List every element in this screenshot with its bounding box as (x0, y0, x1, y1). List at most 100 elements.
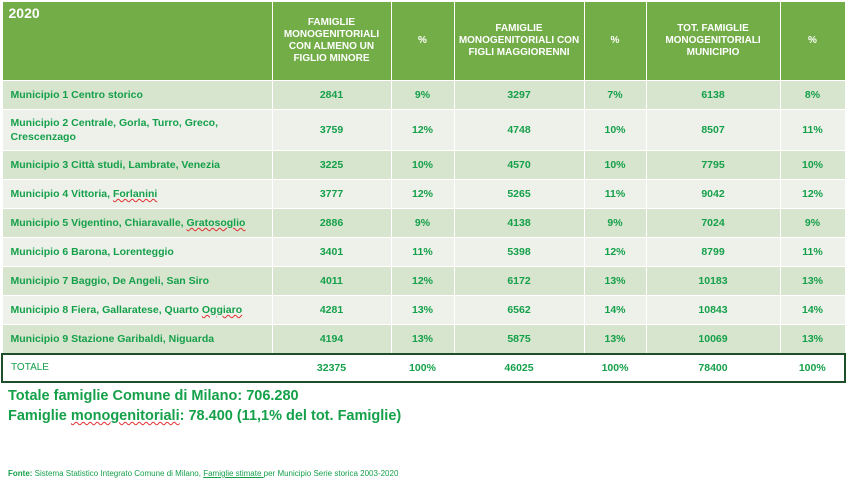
cell-totale: 10183 (645, 266, 781, 296)
cell-maggiorenni: 5875 (453, 324, 585, 355)
cell-pct-maggiorenni: 12% (583, 237, 647, 267)
total-minori: 32375 (271, 353, 392, 383)
cell-totale: 10843 (645, 295, 781, 325)
cell-minori: 3225 (271, 150, 392, 180)
municipi-table: 2020 FAMIGLIE MONOGENITORIALI CON ALMENO… (1, 1, 846, 383)
cell-minori: 3759 (271, 109, 392, 151)
cell-pct-totale: 9% (779, 208, 846, 238)
cell-minori: 3777 (271, 179, 392, 209)
header-pct-totale: % (779, 1, 846, 81)
source-text-end: per Municipio Serie storica 2003-2020 (263, 469, 399, 478)
source-link[interactable]: Famiglie stimate (203, 469, 264, 478)
cell-minori: 4011 (271, 266, 392, 296)
cell-maggiorenni: 5265 (453, 179, 585, 209)
cell-pct-maggiorenni: 10% (583, 150, 647, 180)
total-pct-totale: 100% (779, 353, 846, 383)
cell-totale: 7795 (645, 150, 781, 180)
table-row: Municipio 2 Centrale, Gorla, Turro, Grec… (1, 109, 846, 151)
municipio-name: Municipio 3 Città studi, Lambrate, Venez… (1, 150, 273, 180)
municipio-name: Municipio 8 Fiera, Gallaratese, Quarto O… (1, 295, 273, 325)
table-row: Municipio 4 Vittoria, Forlanini 3777 12%… (1, 179, 846, 209)
municipio-name-text: Municipio 5 Vigentino, Chiaravalle, (10, 217, 187, 229)
source-text: Sistema Statistico Integrato Comune di M… (32, 469, 204, 478)
header-pct-minori: % (390, 1, 455, 81)
cell-totale: 8507 (645, 109, 781, 151)
spellcheck-word: Oggiaro (201, 304, 243, 316)
total-row: TOTALE 32375 100% 46025 100% 78400 100% (1, 353, 846, 383)
cell-maggiorenni: 3297 (453, 80, 585, 110)
cell-maggiorenni: 4138 (453, 208, 585, 238)
cell-minori: 4194 (271, 324, 392, 355)
municipio-name: Municipio 6 Barona, Lorenteggio (1, 237, 273, 267)
cell-pct-minori: 13% (390, 295, 455, 325)
cell-pct-minori: 11% (390, 237, 455, 267)
cell-minori: 2886 (271, 208, 392, 238)
summary-block: Totale famiglie Comune di Milano: 706.28… (8, 386, 401, 426)
source-label: Fonte: (8, 469, 33, 478)
cell-maggiorenni: 4748 (453, 109, 585, 151)
cell-pct-totale: 13% (779, 324, 846, 355)
cell-minori: 3401 (271, 237, 392, 267)
municipio-name: Municipio 7 Baggio, De Angeli, San Siro (1, 266, 273, 296)
table-row: Municipio 1 Centro storico 2841 9% 3297 … (1, 80, 846, 110)
cell-minori: 4281 (271, 295, 392, 325)
cell-pct-maggiorenni: 10% (583, 109, 647, 151)
cell-pct-totale: 8% (779, 80, 846, 110)
cell-pct-maggiorenni: 13% (583, 324, 647, 355)
cell-totale: 10069 (645, 324, 781, 355)
header-row: 2020 FAMIGLIE MONOGENITORIALI CON ALMENO… (1, 1, 846, 81)
cell-pct-totale: 12% (779, 179, 846, 209)
municipio-name: Municipio 5 Vigentino, Chiaravalle, Grat… (1, 208, 273, 238)
summary-total-families: Totale famiglie Comune di Milano: 706.28… (8, 388, 299, 404)
cell-pct-minori: 9% (390, 208, 455, 238)
cell-pct-minori: 12% (390, 266, 455, 296)
summary-suffix: : 78.400 (11,1% del tot. Famiglie) (179, 408, 402, 424)
municipio-name: Municipio 1 Centro storico (1, 80, 273, 110)
cell-pct-maggiorenni: 7% (583, 80, 647, 110)
cell-totale: 6138 (645, 80, 781, 110)
cell-pct-totale: 11% (779, 109, 846, 151)
year-header: 2020 (1, 1, 273, 81)
summary-single-parent: Famiglie monogenitoriali: 78.400 (11,1% … (8, 406, 401, 426)
cell-pct-minori: 13% (390, 324, 455, 355)
header-pct-maggiorenni: % (583, 1, 647, 81)
cell-pct-maggiorenni: 14% (583, 295, 647, 325)
spellcheck-word: Gratosoglio (186, 217, 246, 229)
cell-totale: 8799 (645, 237, 781, 267)
table-row: Municipio 9 Stazione Garibaldi, Niguarda… (1, 324, 846, 355)
table-row: Municipio 6 Barona, Lorenteggio 3401 11%… (1, 237, 846, 267)
spellcheck-word: Forlanini (112, 188, 158, 200)
summary-prefix: Famiglie (8, 408, 71, 424)
cell-maggiorenni: 5398 (453, 237, 585, 267)
cell-pct-maggiorenni: 11% (583, 179, 647, 209)
municipio-name-text: Municipio 4 Vittoria, (10, 188, 113, 200)
total-label: TOTALE (1, 353, 273, 383)
header-minori: FAMIGLIE MONOGENITORIALI CON ALMENO UN F… (271, 1, 392, 81)
cell-pct-totale: 11% (779, 237, 846, 267)
cell-minori: 2841 (271, 80, 392, 110)
cell-maggiorenni: 6562 (453, 295, 585, 325)
table-row: Municipio 8 Fiera, Gallaratese, Quarto O… (1, 295, 846, 325)
source-note: Fonte: Sistema Statistico Integrato Comu… (8, 469, 398, 478)
cell-pct-totale: 10% (779, 150, 846, 180)
total-pct-maggiorenni: 100% (583, 353, 647, 383)
table-row: Municipio 3 Città studi, Lambrate, Venez… (1, 150, 846, 180)
total-maggiorenni: 46025 (453, 353, 585, 383)
cell-pct-totale: 14% (779, 295, 846, 325)
cell-maggiorenni: 6172 (453, 266, 585, 296)
cell-pct-minori: 10% (390, 150, 455, 180)
header-maggiorenni: FAMIGLIE MONOGENITORIALI CON FIGLI MAGGI… (453, 1, 585, 81)
municipio-name-text: Municipio 8 Fiera, Gallaratese, Quarto (10, 304, 202, 316)
table-row: Municipio 7 Baggio, De Angeli, San Siro … (1, 266, 846, 296)
cell-pct-maggiorenni: 13% (583, 266, 647, 296)
spellcheck-word: monogenitoriali (70, 408, 180, 424)
cell-pct-totale: 13% (779, 266, 846, 296)
total-pct-minori: 100% (390, 353, 455, 383)
cell-pct-minori: 12% (390, 109, 455, 151)
table-row: Municipio 5 Vigentino, Chiaravalle, Grat… (1, 208, 846, 238)
cell-pct-minori: 9% (390, 80, 455, 110)
cell-pct-maggiorenni: 9% (583, 208, 647, 238)
municipio-name: Municipio 4 Vittoria, Forlanini (1, 179, 273, 209)
header-totale: TOT. FAMIGLIE MONOGENITORIALI MUNICIPIO (645, 1, 781, 81)
cell-pct-minori: 12% (390, 179, 455, 209)
